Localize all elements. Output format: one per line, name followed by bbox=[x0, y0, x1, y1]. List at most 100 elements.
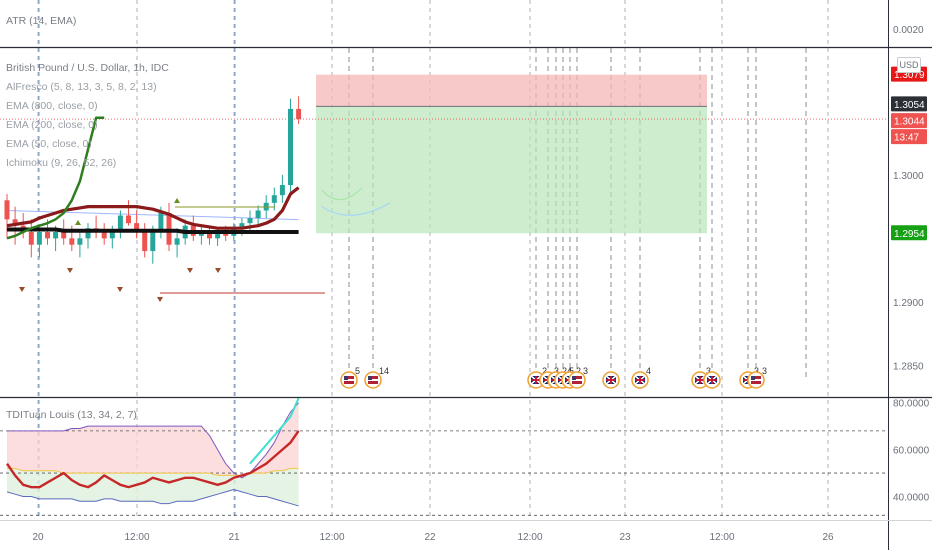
candle-body bbox=[61, 232, 67, 239]
markers bbox=[19, 198, 221, 302]
price-tag-box bbox=[891, 96, 927, 112]
candle-body bbox=[12, 219, 18, 226]
fractal-down-marker bbox=[67, 268, 73, 273]
uk-flag-icon[interactable]: 4 bbox=[631, 366, 651, 389]
price-tag: 13:47 bbox=[891, 129, 927, 145]
candle-body bbox=[45, 232, 50, 239]
candle-body bbox=[207, 232, 212, 239]
price-tag: 1.3044 bbox=[891, 113, 927, 129]
y-tick-label: 1.2900 bbox=[893, 298, 924, 309]
x-tick-label: 12:00 bbox=[517, 532, 542, 543]
candle-body bbox=[109, 229, 115, 239]
candle-body bbox=[53, 232, 59, 239]
us-flag-icon[interactable]: 5 bbox=[340, 366, 360, 389]
candle-body bbox=[239, 223, 245, 229]
price-tag-text: 1.3054 bbox=[894, 100, 925, 111]
price-tag: 1.3054 bbox=[891, 96, 927, 112]
ma-line bbox=[7, 227, 299, 235]
fractal-down-marker bbox=[187, 268, 193, 273]
candle-body bbox=[77, 238, 83, 245]
candle-body bbox=[117, 215, 123, 230]
tdi-tick-label: 60.0000 bbox=[893, 446, 930, 457]
ma-lines bbox=[6, 116, 325, 294]
us-flag-icon[interactable]: 3 bbox=[568, 366, 588, 389]
us-flag-icon[interactable]: 14 bbox=[364, 366, 389, 389]
currency-button[interactable]: USD bbox=[897, 57, 921, 73]
tdi-series-line bbox=[249, 397, 300, 465]
candle-body bbox=[255, 210, 261, 219]
event-count: 5 bbox=[569, 366, 574, 376]
candle-body bbox=[126, 215, 131, 224]
flag-canton bbox=[368, 376, 372, 380]
tdi-tick-label: 40.0000 bbox=[893, 493, 930, 504]
candle-body bbox=[69, 238, 75, 245]
candle-body bbox=[279, 185, 285, 196]
fractal-up-marker bbox=[75, 220, 81, 225]
x-tick-label: 20 bbox=[32, 532, 44, 543]
price-tag: 1.2954 bbox=[891, 225, 927, 241]
atr-label[interactable]: ATR (14, EMA) bbox=[6, 15, 77, 27]
position-tool[interactable] bbox=[0, 74, 888, 234]
flag-stripe bbox=[572, 379, 582, 381]
x-tick-label: 21 bbox=[228, 532, 240, 543]
candle-body bbox=[296, 108, 302, 120]
event-count: 4 bbox=[646, 366, 651, 376]
event-markers[interactable]: 5 14 2 3 245 2 3 4 3 3 3 bbox=[340, 366, 767, 389]
x-tick-label: 26 bbox=[822, 532, 834, 543]
flag-canton bbox=[751, 376, 755, 380]
candle-body bbox=[215, 233, 221, 239]
tdi-lower-fill bbox=[7, 468, 299, 506]
candle-body bbox=[142, 232, 148, 252]
ichimoku-future bbox=[321, 202, 391, 216]
candle-body bbox=[134, 223, 140, 233]
flag-stripe bbox=[344, 379, 354, 381]
fractal-down-marker bbox=[215, 268, 221, 273]
flag-cross bbox=[707, 376, 717, 384]
ema50-label[interactable]: EMA (50, close, 0) bbox=[6, 138, 92, 150]
ma-line bbox=[6, 186, 300, 230]
flag-stripe bbox=[368, 379, 378, 381]
candle-body bbox=[28, 232, 34, 245]
price-tag-text: 13:47 bbox=[894, 133, 919, 144]
tdi-series-line bbox=[6, 489, 299, 507]
stop-zone bbox=[316, 74, 707, 107]
flag-canton bbox=[344, 376, 348, 380]
fractal-down-marker bbox=[117, 287, 123, 292]
event-count: 24 bbox=[562, 366, 572, 376]
price-tag-box bbox=[891, 129, 927, 145]
candle-body bbox=[271, 195, 277, 203]
ema800-label[interactable]: EMA (800, close, 0) bbox=[6, 100, 98, 112]
event-count: 3 bbox=[583, 366, 588, 376]
x-tick-label: 23 bbox=[619, 532, 631, 543]
fractal-down-marker bbox=[157, 297, 163, 302]
ichimoku-future bbox=[321, 187, 363, 201]
event-count: 3 bbox=[754, 366, 759, 376]
instrument-title: British Pound / U.S. Dollar, 1h, IDC bbox=[6, 62, 169, 74]
y-tick-label: 1.3000 bbox=[893, 171, 924, 182]
tdi-label[interactable]: TDITuan Louis (13, 34, 2, 7) bbox=[6, 409, 137, 421]
flag-cross bbox=[606, 376, 616, 384]
us-flag-icon[interactable]: 3 bbox=[747, 366, 767, 389]
ema200-label[interactable]: EMA (200, close, 0) bbox=[6, 119, 98, 131]
uk-flag-icon[interactable]: 3 bbox=[691, 366, 711, 389]
target-zone bbox=[316, 106, 707, 234]
uk-flag-icon[interactable] bbox=[703, 371, 721, 389]
tdi-series-line bbox=[6, 430, 300, 489]
alfresco-label[interactable]: AlFresco (5, 8, 13, 3, 5, 8, 2, 13) bbox=[6, 81, 157, 93]
price-tag-box bbox=[891, 113, 927, 129]
uk-flag-icon[interactable] bbox=[602, 371, 620, 389]
tdi-upper-fill bbox=[7, 402, 299, 478]
candle-body bbox=[247, 218, 253, 224]
x-tick-label: 22 bbox=[424, 532, 436, 543]
price-tag-box bbox=[891, 225, 927, 241]
tdi-tick-label: 80.0000 bbox=[893, 399, 930, 410]
ichimoku-label[interactable]: Ichimoku (9, 26, 52, 26) bbox=[6, 157, 117, 169]
flag-stripe bbox=[751, 379, 761, 381]
candle-body bbox=[150, 232, 156, 252]
price-tag-text: 1.3079 bbox=[894, 70, 925, 81]
event-count: 2 bbox=[542, 366, 547, 376]
uk-flag-icon[interactable]: 2 bbox=[527, 366, 547, 389]
